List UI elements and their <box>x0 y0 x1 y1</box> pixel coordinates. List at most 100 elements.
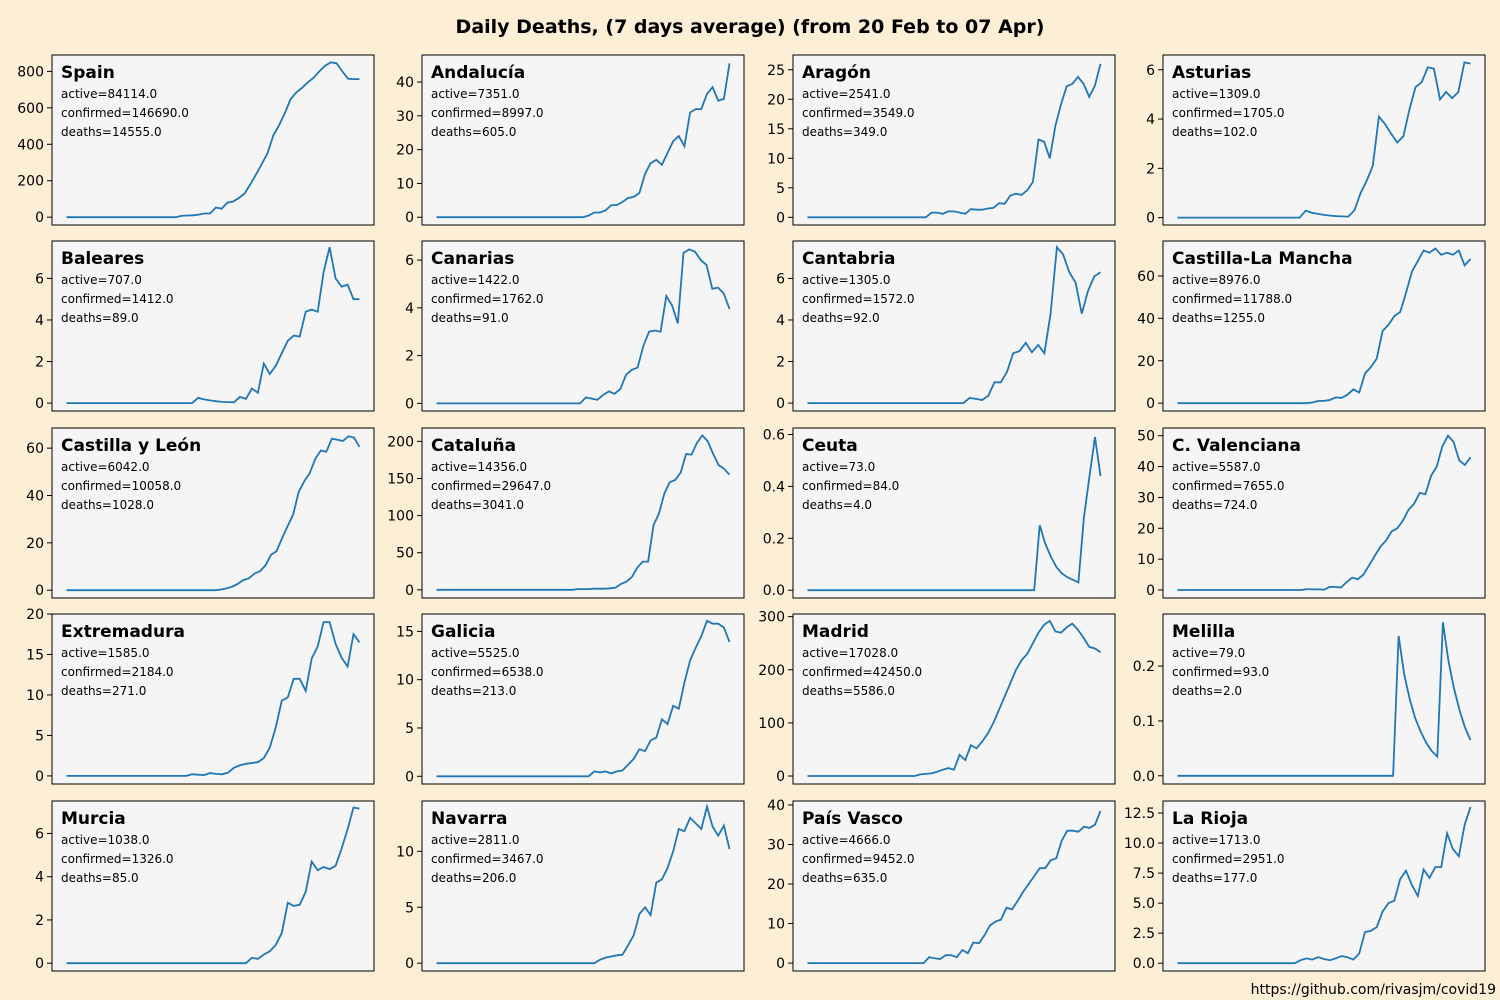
y-tick-label: 2.5 <box>1133 926 1155 942</box>
subplot-annotation: active=79.0 <box>1172 646 1245 660</box>
axes-frame <box>421 54 745 226</box>
series-line <box>807 810 1102 964</box>
y-tick-label: 20 <box>767 877 785 893</box>
y-tick-label: 400 <box>17 137 44 153</box>
y-tick-label: 10 <box>1137 552 1155 568</box>
axes-frame <box>792 240 1116 412</box>
subplot: 0 20 40 60 Castilla-La Mancha active=8976.0 co… <box>1137 240 1486 412</box>
axes-frame <box>792 800 1116 972</box>
y-tick-label: 2 <box>1146 161 1155 177</box>
y-tick-label: 50 <box>1137 429 1155 445</box>
subplot-annotation: active=1038.0 <box>61 833 150 847</box>
subplot-annotation: deaths=635.0 <box>802 871 887 885</box>
subplot: 0 10 20 30 40 País Vasco active=4666.0 confirme… <box>767 798 1116 972</box>
y-tick-label: 0.0 <box>763 583 785 599</box>
series-line <box>807 244 1101 404</box>
subplot-annotation: deaths=91.0 <box>431 311 509 325</box>
y-tick-label: 0 <box>405 583 414 599</box>
axes-frame <box>1162 427 1486 599</box>
subplot-annotation: deaths=724.0 <box>1172 498 1257 512</box>
y-tick-label: 10.0 <box>1124 836 1155 852</box>
axes-frame <box>51 427 375 599</box>
subplot-annotation: confirmed=42450.0 <box>802 665 922 679</box>
subplot-annotation: active=1713.0 <box>1172 833 1261 847</box>
subplot-annotation: deaths=213.0 <box>431 684 516 698</box>
y-tick-label: 0 <box>1146 211 1155 227</box>
y-tick-label: 0 <box>35 210 44 226</box>
y-tick-label: 40 <box>1137 460 1155 476</box>
y-tick-label: 30 <box>767 837 785 853</box>
y-tick-label: 0 <box>35 956 44 972</box>
subplot-title: Aragón <box>802 63 871 83</box>
y-tick-label: 40 <box>396 75 414 91</box>
figure-title: Daily Deaths, (7 days average) (from 20 … <box>455 16 1045 38</box>
subplot: 0 10 20 30 40 50 C. Valenciana active=5587.0 con… <box>1137 427 1486 599</box>
y-tick-label: 2 <box>776 355 785 371</box>
subplot-annotation: active=5587.0 <box>1172 460 1261 474</box>
axes-frame <box>792 613 1116 785</box>
subplot-title: Murcia <box>61 809 126 829</box>
axes-frame <box>792 54 1116 226</box>
axes-frame <box>421 240 745 412</box>
y-tick-label: 0 <box>35 396 44 412</box>
axes-frame <box>51 54 375 226</box>
y-tick-label: 10 <box>396 844 414 860</box>
subplot-annotation: active=4666.0 <box>802 833 891 847</box>
subplot-annotation: confirmed=1326.0 <box>61 852 174 866</box>
y-tick-label: 40 <box>767 798 785 814</box>
y-tick-label: 10 <box>396 673 414 689</box>
y-tick-label: 20 <box>396 143 414 159</box>
series-line <box>807 436 1102 592</box>
subplot: 0.0 0.1 0.2 Melilla active=79.0 confirmed=93.… <box>1133 613 1486 785</box>
subplot-annotation: active=6042.0 <box>61 460 150 474</box>
y-tick-label: 50 <box>396 546 414 562</box>
series-line <box>1177 806 1472 965</box>
y-tick-label: 4 <box>35 313 44 329</box>
y-tick-label: 30 <box>1137 490 1155 506</box>
y-tick-label: 10 <box>767 917 785 933</box>
subplot-annotation: confirmed=84.0 <box>802 479 899 493</box>
y-tick-label: 20 <box>1137 521 1155 537</box>
subplot-annotation: confirmed=1762.0 <box>431 292 544 306</box>
subplot-annotation: deaths=349.0 <box>802 125 887 139</box>
series-line <box>807 63 1102 219</box>
y-tick-label: 100 <box>387 509 414 525</box>
subplot-annotation: active=1422.0 <box>431 273 520 287</box>
subplot: 0 5 10 15 Galicia active=5525.0 confirmed=6538… <box>396 613 745 785</box>
series-line <box>66 621 361 777</box>
y-tick-label: 40 <box>26 488 44 504</box>
y-tick-label: 0 <box>1146 583 1155 599</box>
subplot-annotation: active=8976.0 <box>1172 273 1261 287</box>
subplot-annotation: active=2811.0 <box>431 833 520 847</box>
subplot-annotation: confirmed=2184.0 <box>61 665 174 679</box>
y-tick-label: 0 <box>776 210 785 226</box>
y-tick-label: 0.2 <box>1133 659 1155 675</box>
subplot-annotation: deaths=271.0 <box>61 684 146 698</box>
subplot: 0.0 2.5 5.0 7.5 10.0 12.5 La Rioja active=1713.… <box>1124 800 1486 972</box>
subplot-annotation: deaths=177.0 <box>1172 871 1257 885</box>
y-tick-label: 4 <box>405 301 414 317</box>
subplot-annotation: active=1309.0 <box>1172 87 1261 101</box>
subplot-title: Cantabria <box>802 249 896 269</box>
subplot-annotation: deaths=1028.0 <box>61 498 154 512</box>
subplot: 0 2 4 6 Canarias active=1422.0 confirmed=1762.… <box>405 240 745 412</box>
y-tick-label: 4 <box>35 870 44 886</box>
subplot-annotation: deaths=92.0 <box>802 311 880 325</box>
y-tick-label: 10 <box>767 151 785 167</box>
y-tick-label: 40 <box>1137 311 1155 327</box>
y-tick-label: 0 <box>35 769 44 785</box>
subplot-annotation: active=1585.0 <box>61 646 150 660</box>
subplot-annotation: deaths=89.0 <box>61 311 139 325</box>
subplot-title: Extremadura <box>61 622 185 642</box>
y-tick-label: 20 <box>26 607 44 623</box>
subplot-title: Madrid <box>802 622 869 642</box>
subplot-title: Baleares <box>61 249 144 269</box>
y-tick-label: 10 <box>396 176 414 192</box>
subplot: 0 2 4 6 Cantabria active=1305.0 confirmed=1572… <box>776 240 1116 412</box>
y-tick-label: 0 <box>35 583 44 599</box>
series-line <box>1177 247 1472 405</box>
y-tick-label: 200 <box>17 174 44 190</box>
y-tick-label: 2 <box>35 913 44 929</box>
subplot-title: Canarias <box>431 249 514 269</box>
